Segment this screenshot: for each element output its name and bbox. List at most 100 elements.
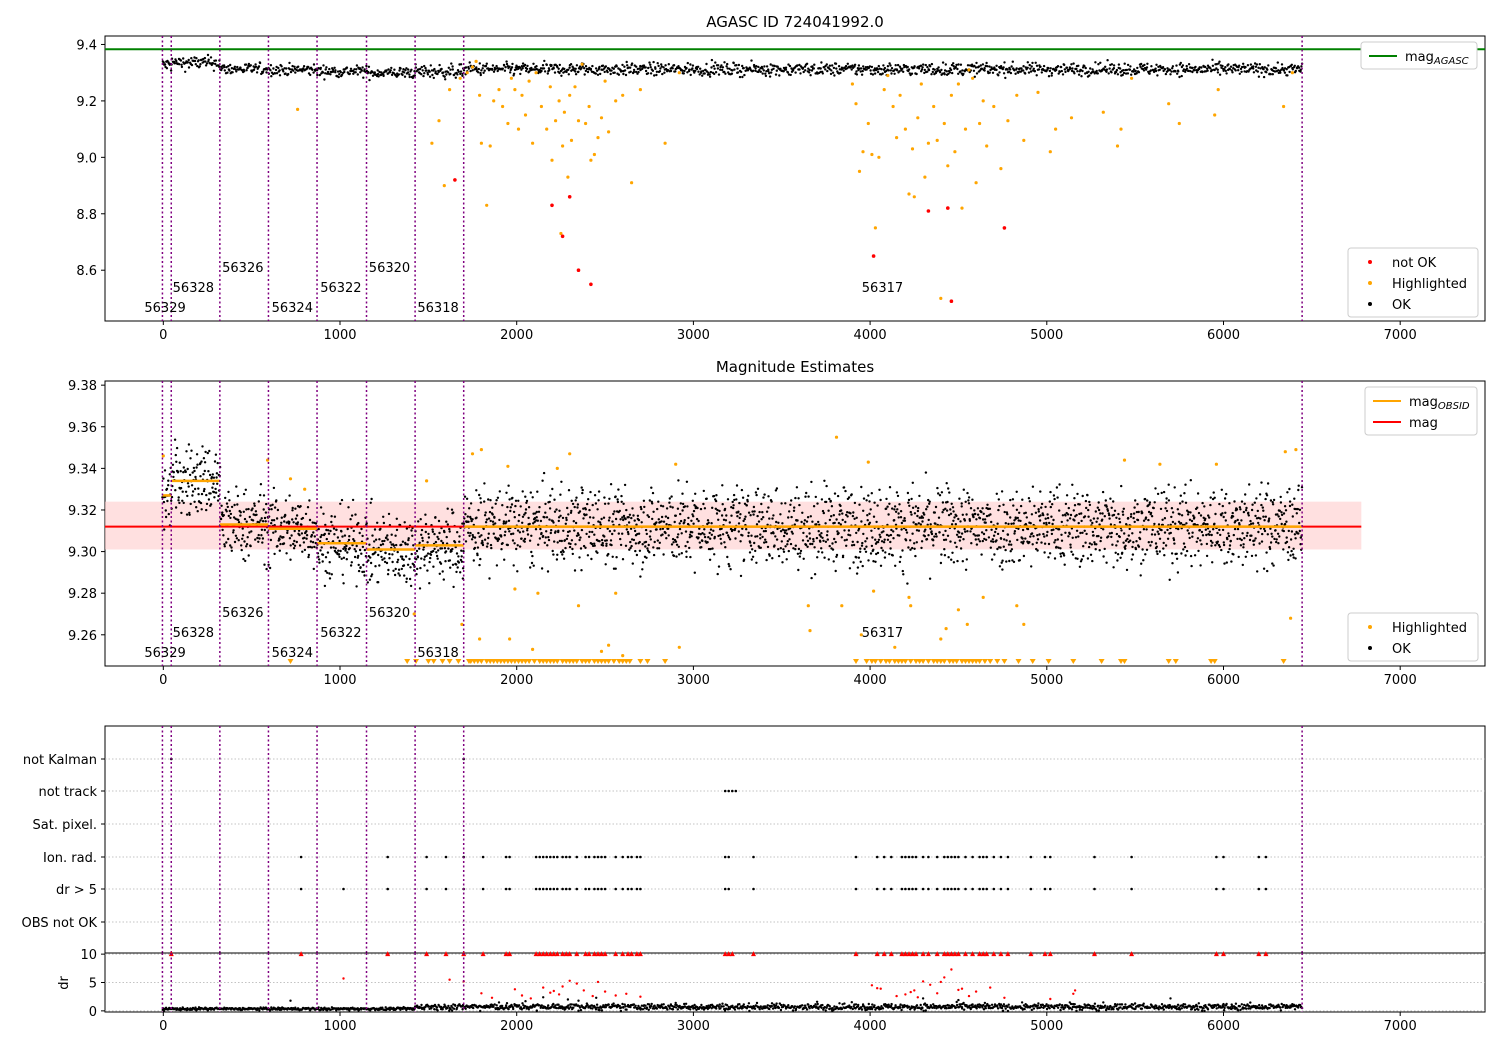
ok-point (811, 520, 814, 523)
ok-point (405, 577, 408, 580)
ok-point (285, 552, 288, 555)
ok-point (754, 67, 757, 70)
ok-point (725, 514, 728, 517)
ok-point (1121, 513, 1125, 516)
ok-point (552, 553, 555, 556)
ok-point (360, 69, 363, 72)
ok-point (398, 574, 401, 577)
ok-point (467, 531, 470, 534)
ok-point (918, 494, 921, 498)
ok-point (233, 65, 237, 69)
ok-point (188, 511, 191, 515)
ok-point (1267, 519, 1271, 522)
ok-point (516, 544, 519, 547)
ok-point (208, 473, 212, 477)
ok-point (1103, 547, 1106, 551)
ok-point (389, 541, 392, 544)
ok-point (347, 506, 350, 509)
ok-point (1244, 509, 1248, 512)
ok-point (783, 531, 787, 534)
ok-point (420, 65, 423, 69)
highlighted-point (630, 181, 634, 185)
ok-point (207, 498, 211, 501)
ok-point (331, 540, 335, 543)
ok-point (260, 528, 264, 531)
ok-point (1297, 532, 1300, 535)
ok-point (538, 537, 542, 540)
ok-point (585, 513, 588, 516)
ok-point (949, 540, 952, 543)
ok-point (1048, 521, 1051, 525)
ok-point (1299, 70, 1302, 73)
ok-point (1103, 68, 1106, 71)
highlighted-point (1289, 616, 1293, 620)
ok-point (1072, 509, 1076, 512)
ok-point (544, 536, 547, 539)
ok-point (1209, 67, 1212, 70)
ok-point (758, 69, 761, 72)
ok-point (532, 62, 535, 65)
ok-point (387, 568, 390, 572)
ok-point (896, 494, 900, 498)
ok-point (1059, 65, 1063, 69)
ok-point (954, 523, 957, 526)
ok-point (896, 63, 900, 67)
ok-point (644, 69, 648, 73)
ok-point (942, 508, 945, 512)
ok-point (248, 531, 251, 534)
ok-point (856, 540, 859, 544)
ok-point (1059, 555, 1063, 558)
ok-point (527, 506, 531, 509)
ok-point (841, 512, 844, 515)
ok-point (353, 539, 356, 543)
ok-point (696, 506, 699, 510)
ok-point (232, 531, 235, 534)
ok-point (651, 69, 655, 73)
ok-point (428, 75, 432, 78)
ok-point (1058, 509, 1061, 512)
ok-point (1154, 67, 1157, 70)
ok-point (460, 549, 463, 552)
ok-point (191, 471, 194, 474)
ok-point (234, 534, 238, 537)
ok-point (661, 533, 664, 536)
ok-point (764, 72, 767, 75)
ok-point (906, 582, 909, 585)
ok-point (308, 499, 311, 502)
ok-point (981, 63, 985, 66)
ok-point (799, 72, 802, 75)
ok-point (891, 507, 894, 510)
ok-point (574, 70, 577, 73)
ok-point (1185, 64, 1188, 68)
ok-point (1060, 520, 1064, 524)
ok-point (395, 543, 398, 547)
ok-point (1284, 509, 1288, 512)
ok-point (507, 484, 510, 487)
ok-point (491, 64, 495, 67)
ok-point (713, 72, 716, 76)
ok-point (667, 527, 670, 530)
ok-point (813, 546, 816, 549)
ok-point (1102, 528, 1105, 531)
ok-point (857, 64, 861, 67)
ok-point (956, 559, 959, 563)
x-tick-label: 6000 (1207, 673, 1240, 688)
ok-point (839, 523, 842, 526)
ok-point (1189, 554, 1193, 558)
ok-point (383, 557, 386, 560)
ok-point (1254, 554, 1258, 557)
ok-point (803, 65, 807, 68)
ok-point (869, 72, 873, 76)
ok-point (510, 503, 514, 506)
highlighted-point (520, 93, 524, 97)
ok-point (638, 540, 641, 544)
highlighted-point (603, 79, 607, 83)
ok-point (319, 549, 322, 552)
ok-point (352, 529, 355, 533)
ok-point (759, 533, 762, 536)
ok-point (673, 520, 676, 524)
ok-point (594, 67, 598, 70)
flag-point (587, 855, 591, 859)
ok-point (943, 548, 946, 551)
highlighted-point (458, 76, 462, 80)
